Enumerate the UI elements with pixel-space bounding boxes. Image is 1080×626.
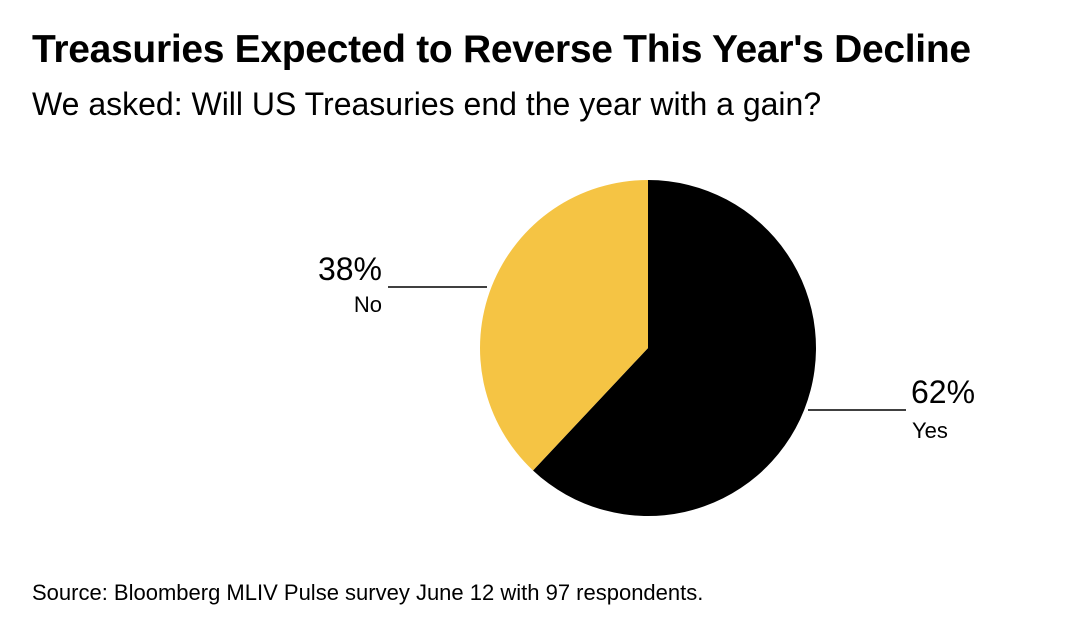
slice-no-value-label: 38% [318,251,382,287]
pie-slice-yes [532,180,816,516]
pie-slices [479,180,816,516]
slice-yes-category-label: Yes [912,418,948,443]
source-note: Source: Bloomberg MLIV Pulse survey June… [32,580,704,605]
slice-no-category-label: No [354,292,382,317]
chart-subtitle: We asked: Will US Treasuries end the yea… [32,86,822,122]
chart-title: Treasuries Expected to Reverse This Year… [32,28,971,71]
pie-slice-no [479,180,648,471]
slice-yes-value-label: 62% [911,374,975,410]
